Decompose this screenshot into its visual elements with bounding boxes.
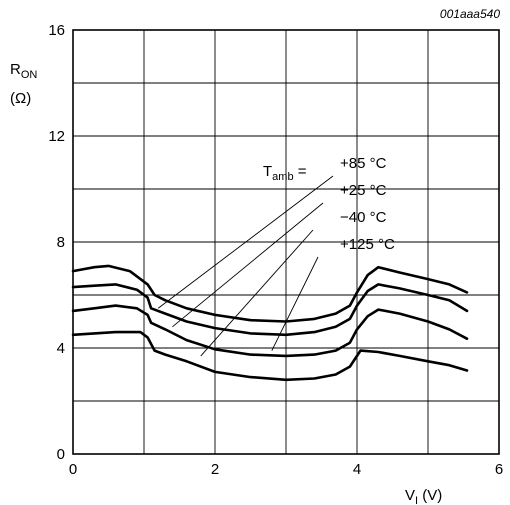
series-line-4 — [71, 330, 469, 382]
y-axis-label: RON — [10, 61, 37, 81]
legend-title: Tamb = — [263, 163, 307, 183]
x-tick-label: 6 — [495, 461, 503, 478]
x-axis-label-main: V — [405, 487, 415, 504]
x-axis-label: VI (V) — [405, 487, 442, 505]
x-tick-label: 0 — [69, 461, 77, 478]
legend-title-main: T — [263, 163, 272, 180]
series-line-1 — [71, 264, 469, 323]
legend-entry: +125 °C — [340, 236, 395, 253]
legend-leader-line — [172, 202, 324, 328]
y-tick-label: 16 — [48, 22, 65, 39]
legend-title-sub: amb — [272, 171, 293, 183]
grid — [72, 29, 500, 455]
y-tick-label: 12 — [48, 128, 65, 145]
y-tick-label: 4 — [57, 340, 65, 357]
y-tick-label: 8 — [57, 234, 65, 251]
series-group — [71, 264, 469, 382]
legend: Tamb = +85 °C +25 °C −40 °C +125 °C — [157, 155, 395, 357]
y-tick-label: 0 — [57, 446, 65, 463]
y-axis-label-main: R — [10, 61, 21, 78]
legend-entry: −40 °C — [340, 209, 387, 226]
series-line-2 — [71, 283, 469, 337]
series-line-3 — [71, 304, 469, 358]
legend-leader-line — [200, 229, 314, 357]
legend-title-eq: = — [294, 163, 307, 180]
figure-code: 001aaa540 — [440, 7, 500, 21]
x-axis-label-sub: I — [415, 495, 418, 505]
x-axis-label-unit: (V) — [418, 487, 442, 504]
plot-frame — [72, 29, 500, 455]
x-tick-label: 2 — [211, 461, 219, 478]
y-axis-unit: (Ω) — [10, 90, 31, 107]
y-axis-label-sub: ON — [21, 69, 38, 81]
legend-entry: +85 °C — [340, 155, 387, 172]
x-tick-label: 4 — [353, 461, 361, 478]
tick-labels: 0 4 8 12 16 0 2 4 6 — [48, 22, 503, 478]
legend-leader-line — [157, 175, 334, 309]
legend-entry: +25 °C — [340, 182, 387, 199]
legend-leader-line — [271, 256, 319, 351]
